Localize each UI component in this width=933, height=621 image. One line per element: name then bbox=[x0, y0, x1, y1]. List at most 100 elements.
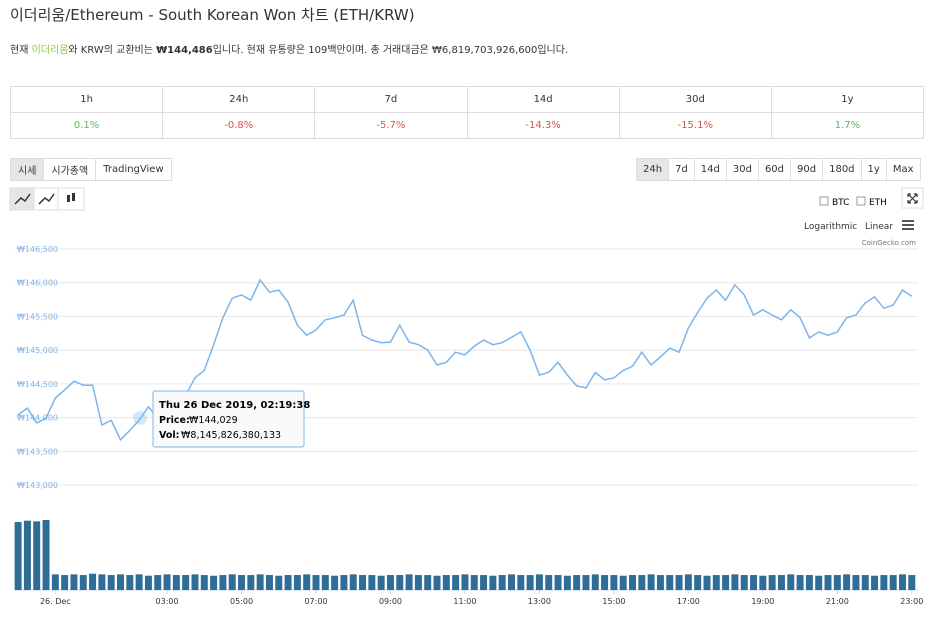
volume-bar bbox=[386, 575, 394, 590]
volume-bar bbox=[98, 574, 106, 590]
y-tick-label: ₩143,500 bbox=[17, 447, 58, 456]
volume-bar bbox=[368, 575, 376, 590]
range-button[interactable]: 180d bbox=[822, 158, 862, 181]
summary-text: 입니다. 현재 유통량은 109백만이며. 총 거래대금은 ₩6,819,703… bbox=[212, 45, 569, 56]
volume-bar bbox=[517, 575, 525, 590]
x-tick-label: 17:00 bbox=[677, 597, 700, 606]
hover-halo bbox=[133, 411, 147, 425]
volume-bar bbox=[591, 574, 599, 590]
volume-bar bbox=[396, 575, 404, 590]
period-label: 1y bbox=[771, 87, 924, 113]
x-tick-label: 21:00 bbox=[826, 597, 849, 606]
candle-icon bbox=[72, 193, 75, 201]
volume-bar bbox=[703, 575, 711, 590]
y-tick-label: ₩144,000 bbox=[17, 414, 58, 423]
change-value: -15.1% bbox=[677, 120, 713, 131]
range-button[interactable]: 90d bbox=[790, 158, 824, 181]
range-button[interactable]: 60d bbox=[757, 158, 792, 181]
volume-bar bbox=[23, 520, 31, 590]
range-button[interactable]: 30d bbox=[725, 158, 759, 181]
volume-bar bbox=[824, 575, 832, 590]
change-table: 1h 0.1% 24h -0.8% 7d -5.7% 14d -14.3% 30d -15.1% 1… bbox=[10, 86, 925, 139]
x-tick-label: 11:00 bbox=[453, 597, 476, 606]
volume-bar bbox=[461, 574, 469, 590]
volume-bar bbox=[712, 575, 720, 590]
volume-bar bbox=[675, 575, 683, 590]
range-button[interactable]: Max bbox=[885, 158, 921, 181]
volume-bar bbox=[833, 575, 841, 590]
volume-bar bbox=[200, 575, 208, 590]
y-tick-label: ₩143,000 bbox=[17, 481, 58, 490]
marker-icon bbox=[38, 193, 55, 205]
range-button[interactable]: 24h bbox=[636, 158, 670, 181]
compare-label[interactable]: ETH bbox=[869, 198, 887, 208]
volume-bar bbox=[349, 574, 357, 590]
x-tick-label: 15:00 bbox=[602, 597, 625, 606]
tooltip-box bbox=[152, 390, 305, 448]
scale-option[interactable]: Linear bbox=[865, 222, 893, 232]
volume-bar bbox=[508, 574, 515, 590]
tabs: 시세 시가총액 TradingView bbox=[10, 158, 172, 181]
range-button[interactable]: 14d bbox=[693, 158, 727, 181]
coin-link[interactable]: 이더리움 bbox=[31, 45, 69, 56]
volume-bar bbox=[489, 575, 497, 590]
volume-bar bbox=[247, 575, 255, 590]
volume-bar bbox=[573, 575, 581, 590]
volume-bar bbox=[545, 575, 553, 590]
volume-bar bbox=[424, 575, 432, 590]
y-tick-label: ₩145,500 bbox=[17, 312, 58, 321]
y-tick-label: ₩146,000 bbox=[17, 279, 58, 288]
plot: ₩146,500 ₩146,000 ₩145,500 ₩145,000 ₩144,500… bbox=[14, 245, 923, 606]
volume-bar bbox=[42, 520, 50, 590]
compare-label[interactable]: BTC bbox=[832, 198, 849, 208]
scale-option[interactable]: Logarithmic bbox=[804, 222, 857, 232]
expand-icon bbox=[907, 193, 918, 204]
checkbox[interactable] bbox=[819, 196, 829, 206]
volume-bar bbox=[163, 574, 171, 590]
x-tick-label: 19:00 bbox=[751, 597, 774, 606]
menu-button[interactable] bbox=[902, 220, 914, 230]
volume-bar bbox=[377, 575, 385, 590]
volume-bar bbox=[442, 575, 450, 590]
summary: 현재 이더리움와 KRW의 교환비는 ₩144,486입니다. 현재 유통량은 … bbox=[10, 41, 568, 56]
range-button[interactable]: 1y bbox=[860, 158, 887, 181]
tooltip-value: ₩8,145,826,380,133 bbox=[181, 430, 281, 441]
x-tick-label: 07:00 bbox=[304, 597, 327, 606]
volume-bar bbox=[359, 575, 367, 590]
period-label: 30d bbox=[619, 87, 771, 113]
summary-text: 와 KRW의 교환비는 bbox=[68, 45, 157, 56]
change-cell: 7d -5.7% bbox=[314, 86, 468, 139]
volume-bar bbox=[433, 575, 441, 590]
change-value: 0.1% bbox=[73, 120, 100, 131]
volume-bar bbox=[126, 575, 134, 590]
volume-bar bbox=[880, 575, 888, 590]
volume-bar bbox=[33, 521, 41, 590]
tab[interactable]: 시세 bbox=[10, 158, 45, 181]
x-tick-label: 26. Dec bbox=[40, 597, 71, 606]
range-button[interactable]: 7d bbox=[668, 158, 695, 181]
credit: CoinGecko.com bbox=[862, 239, 916, 247]
y-tick-label: ₩144,500 bbox=[17, 380, 58, 389]
volume-bar bbox=[219, 575, 227, 590]
tab[interactable]: TradingView bbox=[95, 158, 172, 181]
volume-bar bbox=[787, 574, 795, 590]
change-value: -0.8% bbox=[224, 120, 254, 131]
volume-bar bbox=[238, 575, 246, 590]
volume-bar bbox=[582, 575, 590, 590]
candle-toggle[interactable] bbox=[57, 187, 85, 211]
volume-bar bbox=[768, 575, 776, 590]
volume-bar bbox=[312, 575, 320, 590]
volume-bar bbox=[228, 574, 236, 590]
change-cell: 14d -14.3% bbox=[466, 86, 620, 139]
volume-bar bbox=[144, 575, 152, 590]
volume-bar bbox=[154, 575, 162, 590]
volume-bar bbox=[647, 574, 655, 590]
volume-bar bbox=[777, 575, 785, 590]
volume-bar bbox=[293, 575, 301, 590]
volume-bar bbox=[61, 575, 69, 590]
line-icon bbox=[14, 193, 31, 205]
volume-bar bbox=[535, 574, 543, 590]
tab[interactable]: 시가총액 bbox=[43, 158, 97, 181]
volume-bar bbox=[861, 575, 869, 590]
checkbox[interactable] bbox=[856, 196, 866, 206]
